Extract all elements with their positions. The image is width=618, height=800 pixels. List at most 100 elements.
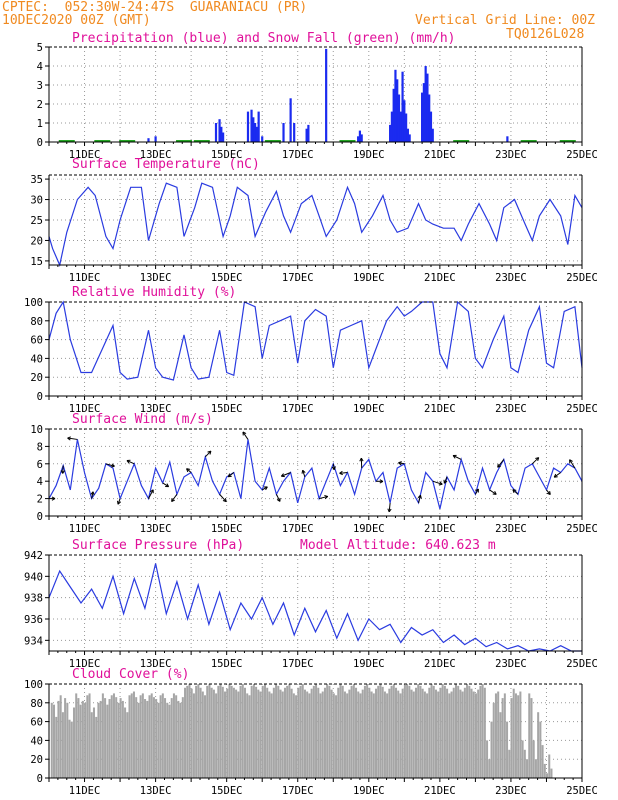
x-tick-label: 15DEC — [211, 658, 243, 670]
precip-bar — [429, 111, 433, 142]
cloud-bar — [448, 693, 451, 778]
snow-bar — [176, 140, 193, 142]
cloud-bar — [321, 691, 324, 778]
x-tick-label: 15DEC — [211, 403, 243, 415]
cloud-bar — [328, 685, 331, 778]
snow-bar — [119, 140, 136, 142]
cloud-bar — [528, 693, 531, 778]
y-tick-label: 4 — [37, 476, 43, 488]
cloud-bar — [155, 699, 158, 778]
cloud-bar — [121, 700, 124, 778]
cloud-bar — [397, 690, 400, 778]
y-tick-label: 25 — [30, 215, 43, 227]
cloud-bar — [177, 700, 180, 778]
cloud-bar — [346, 693, 349, 778]
grid-note: Vertical Grid Line: 00Z — [415, 13, 596, 28]
x-tick-label: 19DEC — [353, 272, 385, 284]
y-tick-label: 40 — [30, 353, 43, 365]
y-tick-label: 0 — [37, 773, 43, 785]
x-tick-label: 23DEC — [495, 149, 527, 161]
precip-bar — [428, 94, 431, 142]
series-line — [48, 563, 582, 652]
cloud-bar — [146, 700, 149, 778]
cloud-bar — [352, 684, 355, 778]
wind-arrow-head — [379, 479, 384, 482]
cloud-bar — [190, 688, 193, 778]
wind-arrow-head — [90, 491, 94, 495]
cloud-bar — [130, 693, 133, 778]
cloud-bar — [514, 693, 517, 778]
cloud-bar — [350, 685, 353, 778]
cloud-bar — [110, 695, 113, 778]
cloud-bar — [286, 685, 289, 778]
x-tick-label: 25DEC — [566, 403, 598, 415]
wind-arrow-head — [207, 450, 212, 453]
cloud-bar — [412, 691, 415, 778]
x-tick-label: 25DEC — [566, 272, 598, 284]
cloud-bar — [270, 693, 273, 778]
cloud-bar — [86, 695, 89, 778]
cloud-bar — [508, 749, 511, 778]
x-tick-label: 23DEC — [495, 403, 527, 415]
cloud-bar — [323, 687, 326, 778]
cloud-bar — [61, 712, 64, 778]
cloud-bar — [175, 695, 178, 778]
cloud-bar — [57, 700, 60, 778]
wind-arrow-head — [149, 489, 154, 493]
wind-arrow — [62, 465, 64, 474]
snow-bar — [193, 140, 210, 142]
precip-bar — [293, 123, 296, 142]
wind-arrow — [569, 459, 576, 469]
precip-bar — [424, 66, 427, 142]
cloud-bar — [275, 684, 278, 778]
cloud-bar — [292, 693, 295, 778]
y-tick-label: 2 — [37, 99, 43, 111]
cloud-bar — [135, 697, 138, 778]
x-tick-label: 19DEC — [353, 523, 385, 535]
cloud-bar — [184, 687, 187, 778]
y-tick-label: 940 — [24, 571, 43, 583]
precip-bar — [431, 128, 434, 142]
y-tick-label: 934 — [24, 635, 43, 647]
y-tick-label: 938 — [24, 593, 43, 605]
precip-bar — [405, 113, 408, 142]
x-tick-label: 25DEC — [566, 658, 598, 670]
cloud-bar — [434, 689, 438, 778]
cloud-bar — [548, 754, 551, 778]
cloud-bar — [201, 691, 204, 778]
cloud-bar — [170, 698, 173, 778]
y-tick-label: 20 — [30, 754, 43, 766]
panel-title: Surface Pressure (hPa) — [72, 538, 244, 553]
cloud-bar — [423, 691, 426, 778]
cloud-bar — [281, 691, 284, 778]
wind-arrow — [302, 470, 306, 478]
cloud-bar — [543, 763, 546, 778]
cloud-bar — [128, 695, 131, 778]
cloud-bar — [450, 691, 453, 778]
x-tick-label: 21DEC — [424, 523, 456, 535]
cloud-bar — [92, 707, 95, 778]
cloud-bar — [124, 707, 127, 778]
cloud-bar — [392, 684, 395, 778]
cloud-bar — [326, 684, 329, 778]
cloud-bar — [199, 687, 202, 778]
snow-bar — [520, 140, 537, 142]
cloud-bar — [115, 697, 118, 778]
x-tick-label: 15DEC — [211, 149, 243, 161]
precip-bar — [261, 136, 264, 142]
x-tick-label: 21DEC — [424, 272, 456, 284]
cloud-bar — [366, 684, 369, 778]
cloud-bar — [226, 688, 229, 778]
cloud-bar — [166, 702, 169, 778]
x-tick-label: 25DEC — [566, 785, 598, 797]
y-tick-label: 0 — [37, 137, 43, 149]
cloud-bar — [159, 695, 162, 778]
y-tick-label: 4 — [37, 61, 43, 73]
x-tick-label: 15DEC — [211, 272, 243, 284]
cloud-bar — [437, 691, 440, 778]
cloud-bar — [477, 689, 480, 778]
y-tick-label: 942 — [24, 550, 43, 562]
y-tick-label: 5 — [37, 42, 43, 54]
cloud-bar — [494, 693, 497, 778]
wind-arrow-head — [497, 465, 502, 468]
